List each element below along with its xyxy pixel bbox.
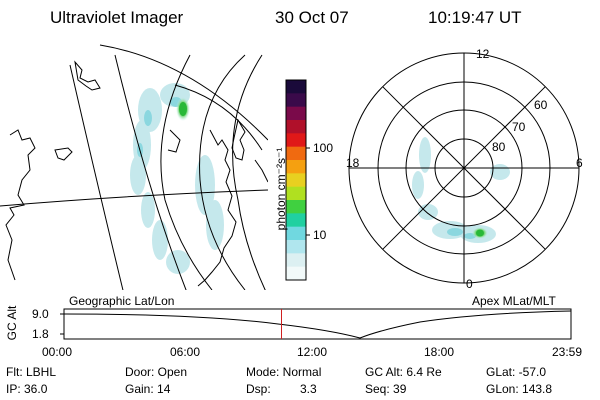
status-mode: Mode: Normal [246,365,322,379]
timeline-xtick-0000: 00:00 [42,345,73,359]
colorbar-segment [286,120,306,134]
colorbar-segment [286,200,306,214]
colorbar-segment [286,106,306,121]
altitude-timeline [60,308,572,340]
timeline-ylabel: GC Alt [5,305,19,341]
apex-caption: Apex MLat/MLT [472,294,556,308]
timeline-xtick-1200: 12:00 [297,345,328,359]
mlt-label-18: 18 [346,156,360,170]
lat-label-80: 80 [492,140,506,154]
colorbar-segment [286,146,306,161]
status-glon: GLon: 143.8 [486,382,553,396]
colorbar-segment [286,253,306,268]
status-dsp-label: Dsp: [246,382,271,396]
colorbar-segment [286,160,306,174]
colorbar-segment [286,266,306,281]
colorbar-segment [286,240,306,254]
polar-plot [348,52,580,284]
date-label: 30 Oct 07 [275,8,349,27]
status-filter: Flt: LBHL [6,365,57,379]
colorbar-segment [286,213,306,228]
timeline-ytick-9: 9.0 [32,307,49,321]
colorbar-tick-10: 10 [313,228,327,242]
lat-label-70: 70 [512,120,526,134]
timeline-xtick-1800: 18:00 [424,345,455,359]
status-door: Door: Open [125,365,188,379]
status-gc-alt: GC Alt: 6.4 Re [365,365,442,379]
time-label: 10:19:47 UT [428,8,522,27]
colorbar-segment [286,133,306,148]
timeline-ytick-1: 1.8 [32,327,49,341]
timeline-xtick-2359: 23:59 [552,345,583,359]
mlt-label-0: 0 [466,277,473,291]
status-dsp-value: 3.3 [300,382,317,396]
mlt-label-12: 12 [476,47,490,61]
colorbar-segment [286,226,306,241]
colorbar [286,80,306,281]
instrument-title: Ultraviolet Imager [50,8,184,27]
geographic-map [0,44,268,290]
colorbar-segment [286,93,306,108]
status-seq: Seq: 39 [365,382,407,396]
colorbar-tick-100: 100 [313,141,334,155]
colorbar-unit-label: photon cm⁻²s⁻¹ [274,147,288,231]
status-gain: Gain: 14 [125,382,171,396]
lat-label-60: 60 [534,98,548,112]
status-ip: IP: 36.0 [6,382,48,396]
colorbar-segment [286,80,306,94]
altitude-curve [63,310,572,339]
geo-graticule [0,44,268,290]
colorbar-segment [286,173,306,188]
geo-coastlines [5,60,268,287]
colorbar-segment [286,186,306,201]
geographic-caption: Geographic Lat/Lon [69,294,175,308]
mlt-label-6: 6 [576,156,583,170]
timeline-xtick-0600: 06:00 [170,345,201,359]
status-glat: GLat: -57.0 [486,365,547,379]
